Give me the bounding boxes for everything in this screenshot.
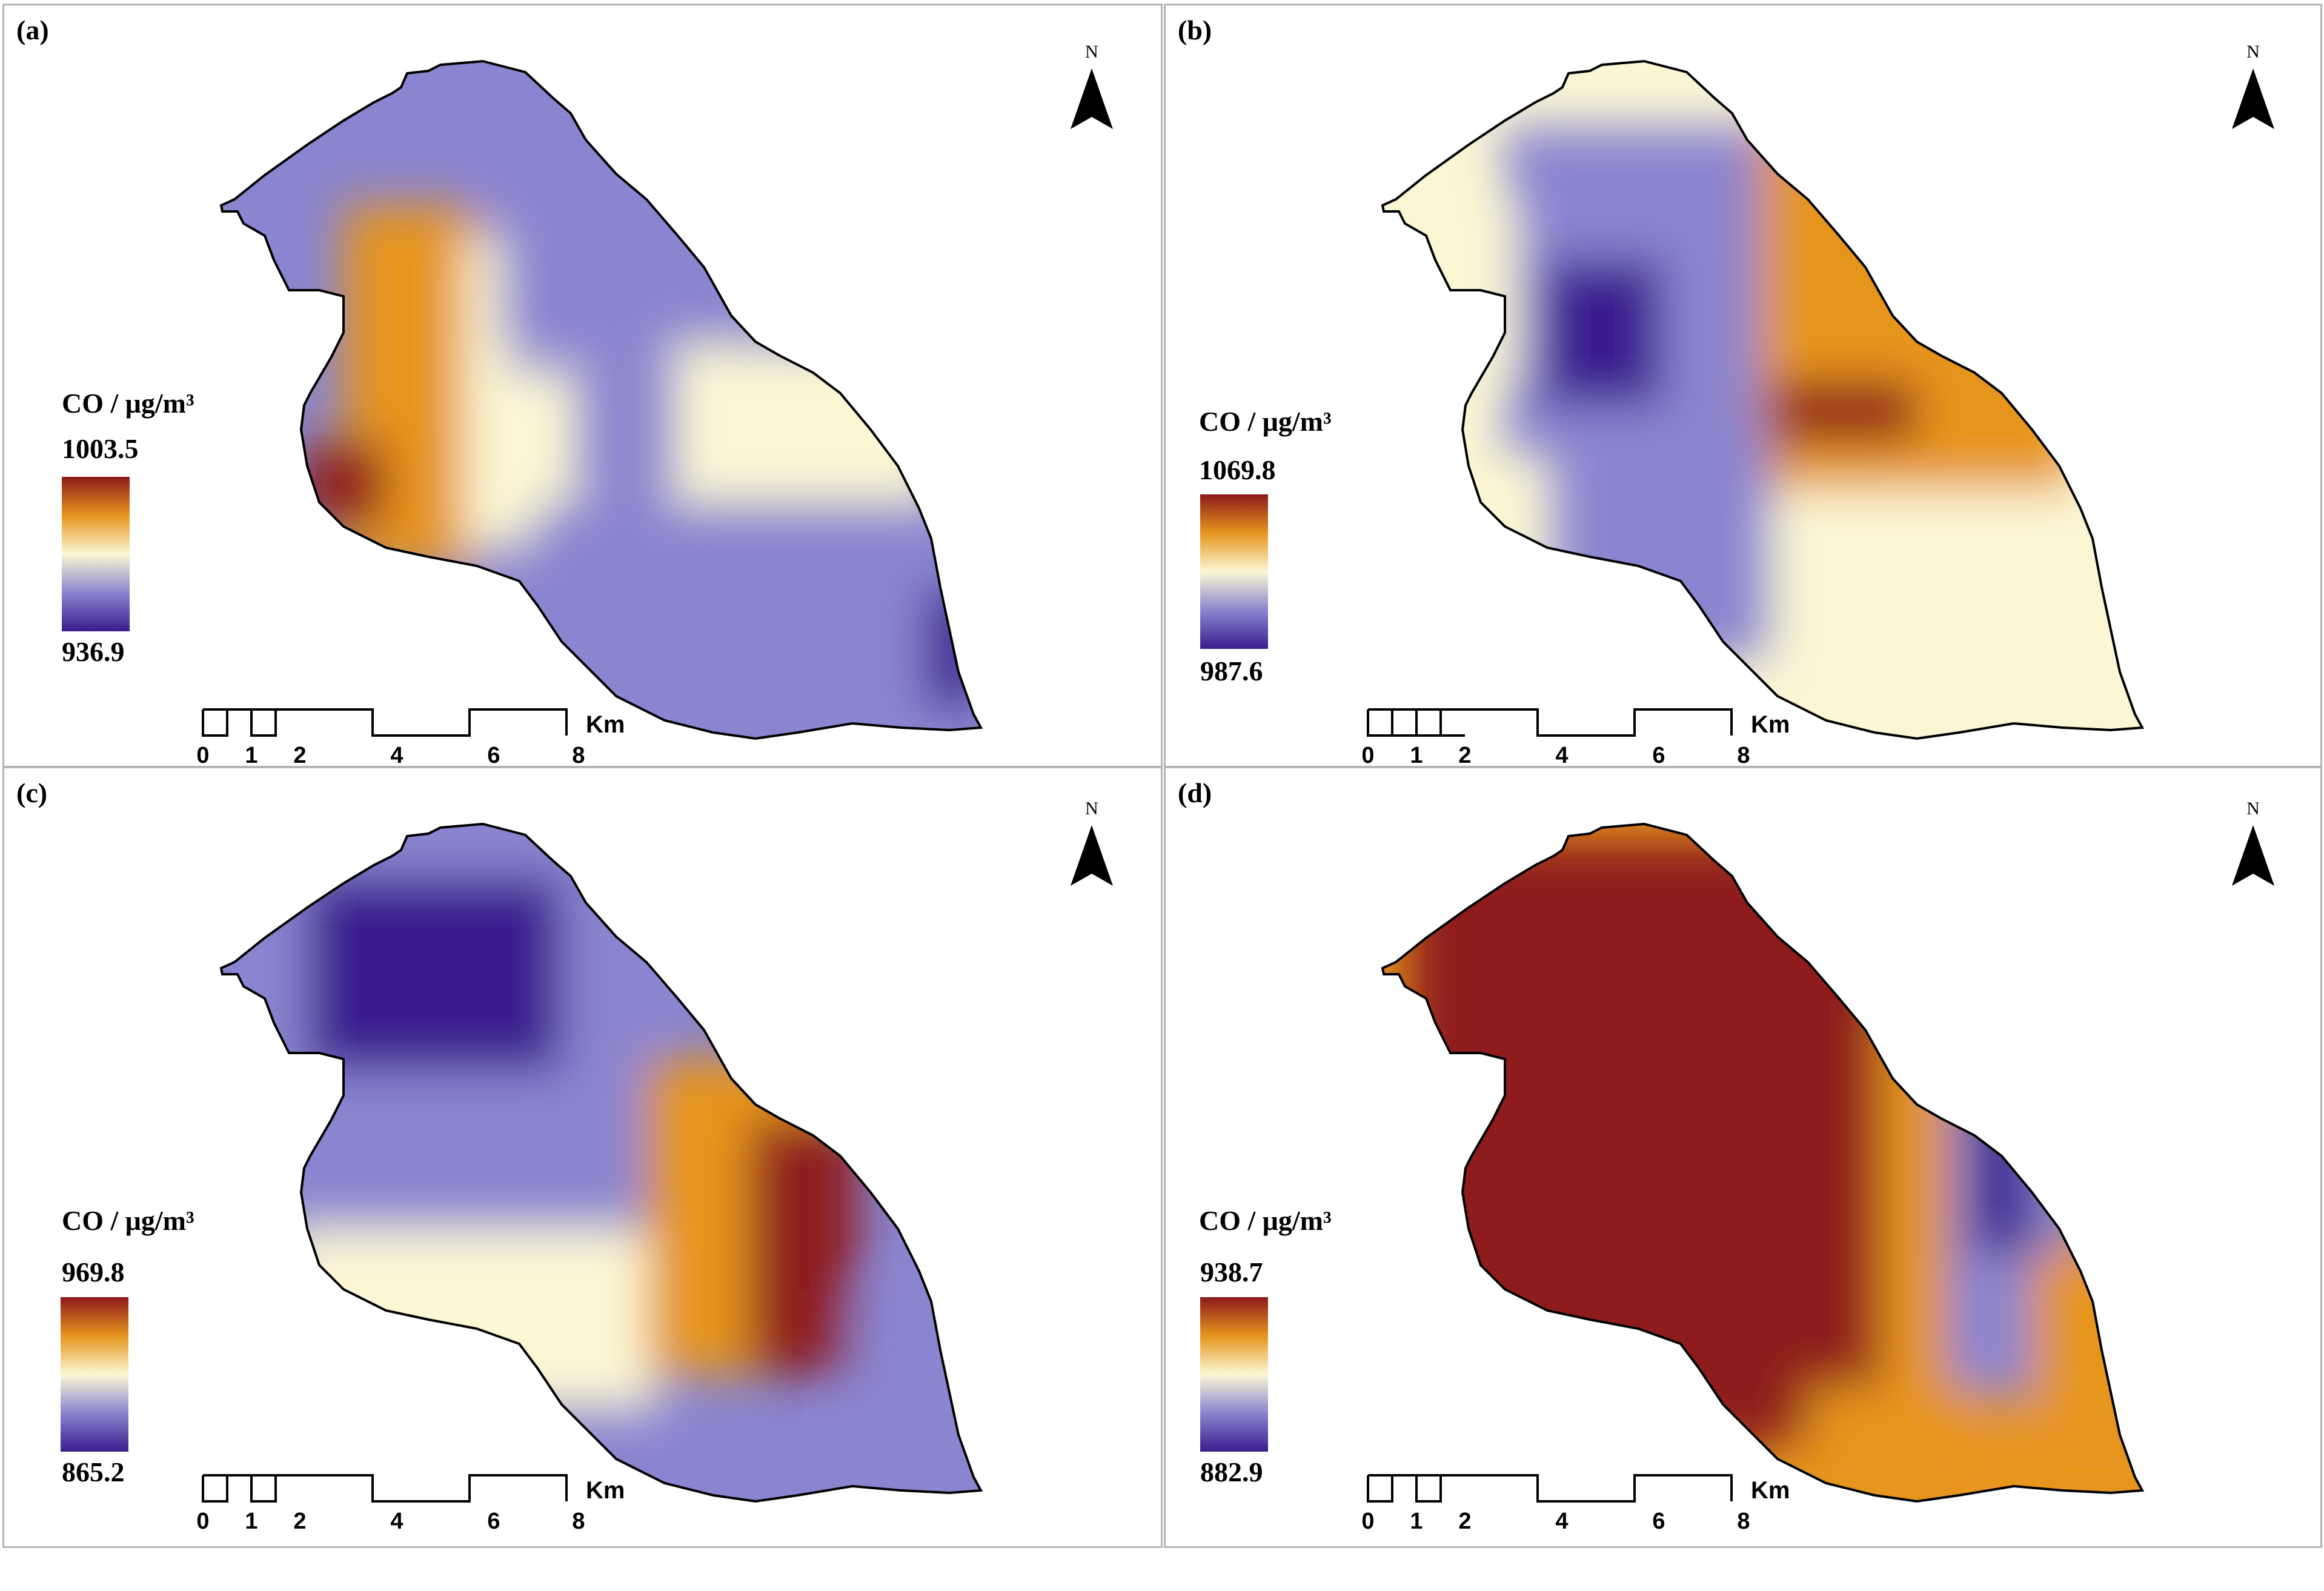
scale-tick: 8 [572,743,585,768]
scale-bar-graphic [1367,708,1733,737]
scale-bar: 0 1 2 4 6 8 Km [196,705,659,768]
north-arrow: N [2226,799,2280,889]
scale-bar: 0 1 2 4 6 8 Km [1361,705,1824,768]
legend-color-ramp [62,477,130,631]
north-arrow-icon [1071,68,1113,129]
legend-min-value: 865.2 [62,1456,125,1487]
concentration-map [1381,822,2145,1503]
scale-tick: 1 [1410,1509,1423,1534]
scale-tick: 2 [293,743,307,768]
concentration-zone [1808,1386,1977,1495]
panel-label: (d) [1178,777,1212,808]
north-arrow: N [2226,42,2280,133]
scale-tick: 0 [196,743,210,768]
concentration-zone [2032,1253,2141,1447]
scale-tick: 2 [1458,1509,1472,1534]
north-arrow: N [1064,42,1119,133]
panel-a: (a) N CO / μg/m³ 1003.5 936.9 0 1 2 4 [2,4,1163,768]
panel-d: (d) N CO / μg/m³ 938.7 882.9 0 1 2 4 6 8 [1164,766,2322,1548]
scale-unit: Km [586,1477,625,1504]
legend-title: CO / μg/m³ [1199,1205,1332,1236]
scale-tick: 0 [1361,743,1375,768]
concentration-zone [1881,998,1953,1423]
scale-tick: 2 [293,1509,307,1534]
concentration-zone [1771,381,1917,442]
scale-tick: 6 [1652,743,1665,768]
north-label: N [1085,42,1098,62]
concentration-zone [1541,260,1662,405]
scale-tick: 4 [1555,743,1569,768]
scale-tick: 0 [196,1509,210,1534]
scale-tick: 8 [1737,743,1750,768]
north-arrow-icon [2232,68,2274,129]
scale-tick: 1 [245,743,258,768]
legend-min-value: 936.9 [62,636,125,667]
scale-bar: 0 1 2 4 6 8 Km [1361,1471,1824,1538]
scale-unit: Km [1751,1477,1790,1504]
north-label: N [2246,42,2260,62]
concentration-zone [283,1229,659,1410]
concentration-zone [1553,442,1771,660]
legend-color-ramp [1200,1297,1268,1452]
legend-max-value: 938.7 [1200,1257,1263,1287]
scale-bar-graphic [202,1474,568,1503]
concentration-zone [1971,1095,2032,1253]
study-area-boundary [219,822,983,1503]
scale-bar-graphic [202,708,568,737]
legend-color-ramp [61,1297,128,1452]
scale-tick: 4 [390,1509,403,1534]
concentration-zone [307,877,562,1071]
legend-max-value: 1069.8 [1199,454,1276,485]
panel-b: (b) N CO / μg/m³ 1069.8 987.6 0 1 2 [1164,4,2322,768]
scale-tick: 1 [245,1509,258,1534]
concentration-map [219,822,983,1503]
legend-min-value: 882.9 [1200,1456,1263,1487]
concentration-map [219,59,983,740]
scale-bar-graphic [1367,1474,1733,1503]
north-label: N [2246,799,2260,819]
legend-color-ramp [1200,494,1268,649]
study-area-boundary [219,59,983,740]
scale-tick: 0 [1361,1509,1375,1534]
scale-tick: 8 [1737,1509,1750,1534]
concentration-map [1381,59,2145,740]
scale-unit: Km [586,711,625,738]
scale-unit: Km [1751,711,1790,738]
legend-title: CO / μg/m³ [62,388,194,419]
legend-title: CO / μg/m³ [62,1205,194,1236]
study-area-boundary [1381,59,2145,740]
concentration-zone [1408,841,1929,1447]
north-arrow-icon [2232,825,2274,886]
study-area-boundary [1381,822,2145,1503]
panel-label: (c) [16,777,48,808]
scale-tick: 1 [1410,743,1423,768]
scale-tick: 8 [572,1509,585,1534]
concentration-zone [501,84,755,339]
scale-tick: 2 [1458,743,1472,768]
scale-tick: 6 [487,1509,500,1534]
concentration-zone [1759,490,2135,708]
north-arrow-icon [1071,825,1113,886]
legend-title: CO / μg/m³ [1199,406,1332,437]
scale-tick: 4 [390,743,403,768]
legend-max-value: 969.8 [62,1257,125,1287]
concentration-zone [671,345,937,526]
panel-label: (b) [1178,15,1212,45]
scale-tick: 6 [1652,1509,1665,1534]
concentration-zone [1759,115,2074,502]
legend-max-value: 1003.5 [62,433,139,464]
north-arrow: N [1064,799,1119,889]
panel-c: (c) N CO / μg/m³ 969.8 865.2 0 1 2 4 6 8 [2,766,1163,1548]
concentration-zone [749,1120,858,1374]
north-label: N [1085,799,1098,819]
scale-tick: 4 [1555,1509,1569,1534]
panel-label: (a) [16,15,49,45]
scale-bar: 0 1 2 4 6 8 Km [196,1471,659,1538]
legend-min-value: 987.6 [1200,656,1263,686]
scale-tick: 6 [487,743,500,768]
